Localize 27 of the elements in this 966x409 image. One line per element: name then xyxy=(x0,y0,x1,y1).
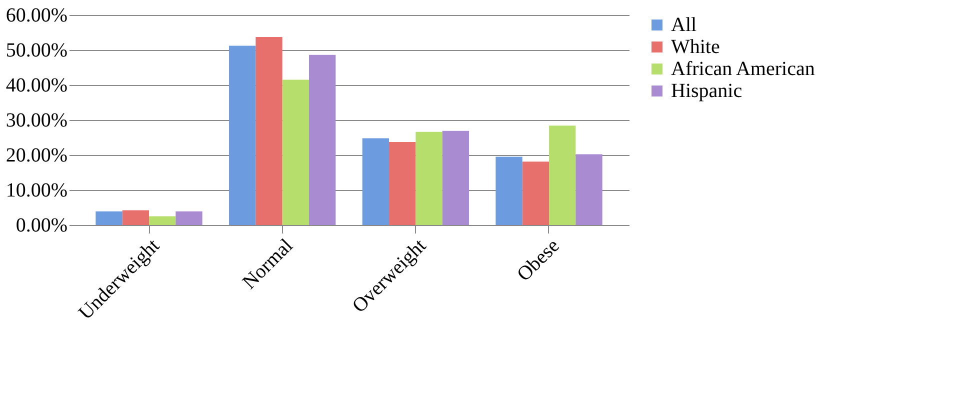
legend-label: Hispanic xyxy=(671,80,742,102)
bar xyxy=(549,126,576,225)
y-tick-label: 0.00% xyxy=(16,214,68,236)
y-tick-label: 20.00% xyxy=(6,144,68,166)
y-tick-label: 10.00% xyxy=(6,180,68,202)
y-tick-label: 60.00% xyxy=(6,4,68,26)
y-tick-label: 30.00% xyxy=(6,110,68,132)
bar xyxy=(256,37,282,225)
bar xyxy=(122,210,149,225)
bar xyxy=(522,162,549,225)
bar xyxy=(229,46,256,225)
bar xyxy=(416,132,442,225)
bar xyxy=(442,130,469,225)
legend-label: All xyxy=(671,14,697,36)
bar xyxy=(576,154,602,225)
bar xyxy=(176,211,202,225)
bar xyxy=(496,156,522,225)
bar xyxy=(389,142,416,225)
bar xyxy=(282,80,309,225)
bar xyxy=(309,54,336,225)
bar xyxy=(149,216,176,225)
y-tick-label: 50.00% xyxy=(6,40,68,62)
y-tick-label: 40.00% xyxy=(6,74,68,96)
bar xyxy=(362,138,389,225)
legend-label: African American xyxy=(671,58,815,80)
legend-label: White xyxy=(671,36,720,58)
bar xyxy=(96,211,122,225)
